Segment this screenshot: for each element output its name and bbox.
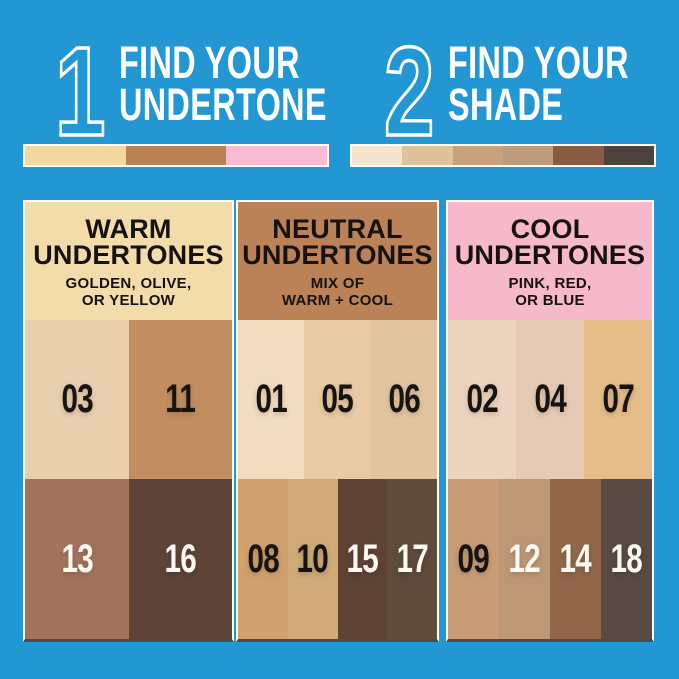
step-1-title: FIND YOUR UNDERTONE bbox=[119, 37, 408, 130]
shade-swatch-16: 16 bbox=[128, 479, 232, 639]
shade-number-06: 06 bbox=[388, 377, 420, 421]
panel-neutral-deep-shades: 08 10 15 17 bbox=[238, 479, 437, 639]
panel-warm-header: WARM UNDERTONES GOLDEN, OLIVE, OR YELLOW bbox=[25, 202, 232, 320]
shade-swatch-03: 03 bbox=[25, 320, 129, 479]
shade-swatch-18: 18 bbox=[601, 479, 652, 639]
shade-number-01: 01 bbox=[255, 377, 287, 421]
shade-chip-5 bbox=[553, 146, 604, 165]
step-2-heading: 2 FIND YOUR SHADE bbox=[383, 21, 679, 162]
shade-number-14: 14 bbox=[559, 536, 592, 581]
shade-swatch-10: 10 bbox=[287, 479, 338, 639]
shade-number-17: 17 bbox=[396, 536, 428, 581]
shade-swatch-04: 04 bbox=[516, 320, 584, 479]
shade-swatch-02: 02 bbox=[448, 320, 516, 479]
panel-neutral-subtitle-line-1: MIX OF bbox=[310, 275, 365, 292]
undertone-chip-warm bbox=[25, 146, 126, 165]
shade-chip-3 bbox=[452, 146, 503, 165]
shade-swatch-06: 06 bbox=[370, 320, 437, 479]
panel-neutral-header: NEUTRAL UNDERTONES MIX OF WARM + COOL bbox=[238, 202, 437, 320]
undertone-chip-cool bbox=[226, 146, 328, 165]
shade-swatch-09: 09 bbox=[448, 479, 499, 639]
panel-warm-deep-shades: 13 16 bbox=[25, 479, 232, 639]
shade-number-13: 13 bbox=[61, 536, 93, 581]
panel-cool-undertones: COOL UNDERTONES PINK, RED, OR BLUE 02 04… bbox=[446, 200, 654, 642]
shade-number-10: 10 bbox=[296, 536, 329, 581]
shade-swatch-05: 05 bbox=[304, 320, 371, 479]
shade-swatch-17: 17 bbox=[387, 479, 437, 639]
shade-number-16: 16 bbox=[164, 536, 197, 581]
panel-neutral-light-shades: 01 05 06 bbox=[238, 320, 437, 479]
step-1-title-line-1: FIND YOUR bbox=[119, 37, 300, 88]
step-2-title: FIND YOUR SHADE bbox=[448, 37, 679, 130]
shade-number-03: 03 bbox=[61, 377, 93, 421]
shade-swatch-15: 15 bbox=[337, 479, 388, 639]
undertone-chip-neutral bbox=[125, 146, 227, 165]
panel-warm-subtitle: GOLDEN, OLIVE, OR YELLOW bbox=[25, 275, 232, 309]
panel-cool-subtitle-line-2: OR BLUE bbox=[515, 292, 585, 309]
shade-chip-6 bbox=[603, 146, 654, 165]
shade-number-18: 18 bbox=[610, 536, 643, 581]
shade-swatch-13: 13 bbox=[25, 479, 129, 639]
panel-warm-title-line-1: WARM bbox=[85, 214, 172, 244]
panel-cool-title-line-1: COOL bbox=[510, 214, 590, 244]
panel-cool-header: COOL UNDERTONES PINK, RED, OR BLUE bbox=[448, 202, 652, 320]
step-2-number: 2 bbox=[383, 21, 436, 162]
shade-number-11: 11 bbox=[165, 377, 196, 421]
shade-chip-2 bbox=[402, 146, 453, 165]
panel-cool-subtitle: PINK, RED, OR BLUE bbox=[448, 275, 652, 309]
step-2-title-line-1: FIND YOUR bbox=[448, 37, 629, 88]
shade-number-04: 04 bbox=[534, 377, 566, 421]
panel-warm-light-shades: 03 11 bbox=[25, 320, 232, 479]
shade-swatch-08: 08 bbox=[238, 479, 288, 639]
step-2-title-line-2: SHADE bbox=[448, 79, 564, 130]
shade-number-12: 12 bbox=[508, 536, 541, 581]
shade-number-08: 08 bbox=[247, 536, 279, 581]
shade-swatch-14: 14 bbox=[550, 479, 601, 639]
step-1-number: 1 bbox=[54, 21, 107, 162]
shade-color-bar bbox=[350, 144, 656, 167]
shade-number-09: 09 bbox=[457, 536, 490, 581]
panel-neutral-undertones: NEUTRAL UNDERTONES MIX OF WARM + COOL 01… bbox=[236, 200, 439, 642]
shade-chip-1 bbox=[352, 146, 403, 165]
panel-warm-title-line-2: UNDERTONES bbox=[33, 240, 224, 270]
panel-cool-subtitle-line-1: PINK, RED, bbox=[508, 275, 592, 292]
panel-warm-subtitle-line-2: OR YELLOW bbox=[81, 292, 176, 309]
panel-cool-title-line-2: UNDERTONES bbox=[454, 240, 646, 270]
step-1-heading: 1 FIND YOUR UNDERTONE bbox=[54, 21, 408, 162]
shade-number-07: 07 bbox=[602, 377, 634, 421]
shade-chip-4 bbox=[502, 146, 554, 165]
shade-swatch-12: 12 bbox=[499, 479, 550, 639]
panel-warm-undertones: WARM UNDERTONES GOLDEN, OLIVE, OR YELLOW… bbox=[23, 200, 234, 642]
panel-neutral-subtitle-line-2: WARM + COOL bbox=[281, 292, 394, 309]
panel-cool-deep-shades: 09 12 14 18 bbox=[448, 479, 652, 639]
shade-swatch-01: 01 bbox=[238, 320, 305, 479]
panel-cool-light-shades: 02 04 07 bbox=[448, 320, 652, 479]
shade-number-15: 15 bbox=[346, 536, 379, 581]
panel-neutral-subtitle: MIX OF WARM + COOL bbox=[238, 275, 437, 309]
shade-number-02: 02 bbox=[466, 377, 498, 421]
panel-warm-subtitle-line-1: GOLDEN, OLIVE, bbox=[65, 275, 192, 292]
panel-neutral-title-line-1: NEUTRAL bbox=[272, 214, 403, 244]
shade-number-05: 05 bbox=[321, 377, 354, 421]
panel-neutral-title-line-2: UNDERTONES bbox=[242, 240, 433, 270]
shade-swatch-07: 07 bbox=[584, 320, 652, 479]
shade-swatch-11: 11 bbox=[128, 320, 232, 479]
step-1-title-line-2: UNDERTONE bbox=[119, 79, 327, 130]
undertone-color-bar bbox=[23, 144, 329, 167]
